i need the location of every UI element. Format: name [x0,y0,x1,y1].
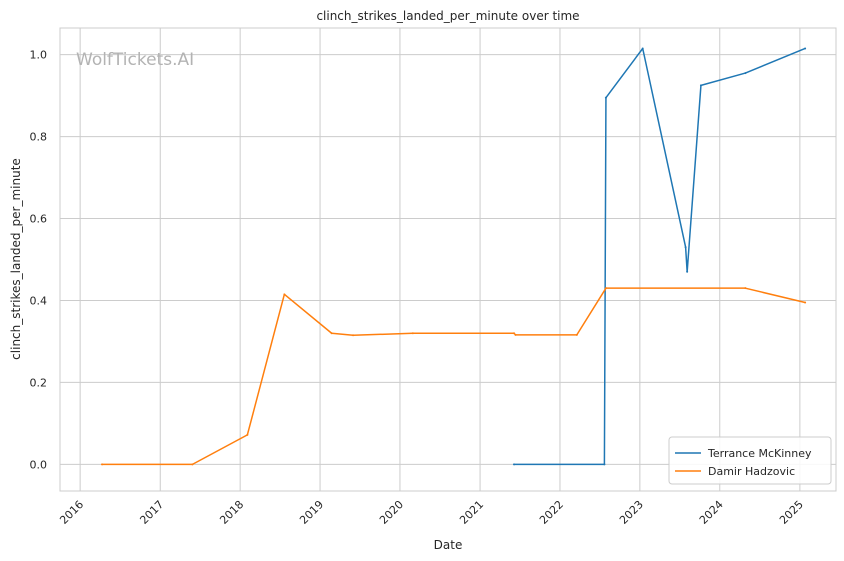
data-point-terrance-mckinney [744,72,747,75]
y-tick-label: 0.6 [30,213,48,226]
data-point-damir-hadzovic [512,332,515,335]
data-point-terrance-mckinney [684,246,687,249]
watermark-text: WolfTickets.AI [76,50,194,70]
legend-label-terrance-mckinney: Terrance McKinney [707,447,812,460]
data-point-damir-hadzovic [330,332,333,335]
data-point-damir-hadzovic [246,433,249,436]
data-point-terrance-mckinney [512,463,515,466]
y-tick-label: 0.8 [30,131,48,144]
data-point-damir-hadzovic [191,463,194,466]
y-tick-label: 0.4 [30,294,48,307]
y-tick-label: 0.2 [30,376,48,389]
chart-title: clinch_strikes_landed_per_minute over ti… [316,9,579,23]
data-point-damir-hadzovic [283,293,286,296]
data-point-terrance-mckinney [699,84,702,87]
data-point-damir-hadzovic [575,333,578,336]
y-tick-label: 0.0 [30,458,48,471]
legend: Terrance McKinney Damir Hadzovic [668,436,832,485]
legend-box [668,436,832,485]
data-point-damir-hadzovic [804,301,807,304]
data-point-damir-hadzovic [514,333,517,336]
data-point-terrance-mckinney [686,270,689,273]
data-point-terrance-mckinney [641,47,644,50]
plot-area [59,27,837,492]
data-point-damir-hadzovic [411,332,414,335]
data-point-damir-hadzovic [604,287,607,290]
series-lines [101,47,807,466]
data-point-damir-hadzovic [744,287,747,290]
data-point-terrance-mckinney [804,47,807,50]
y-axis-ticks: 0.0 0.2 0.4 0.6 0.8 1.0 [30,49,48,472]
data-point-damir-hadzovic [101,463,104,466]
data-point-terrance-mckinney [604,96,607,99]
data-point-damir-hadzovic [352,334,355,337]
y-axis-title: clinch_strikes_landed_per_minute [9,158,23,360]
legend-label-damir-hadzovic: Damir Hadzovic [708,465,795,478]
x-axis-title: Date [434,538,463,552]
y-tick-label: 1.0 [30,49,48,62]
data-point-terrance-mckinney [603,463,606,466]
